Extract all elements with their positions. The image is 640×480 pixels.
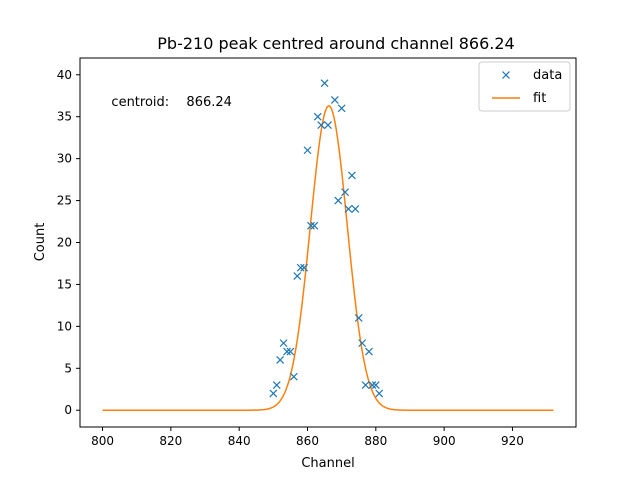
data-point-2	[276, 355, 285, 364]
legend-marker-data	[502, 71, 510, 79]
y-tick-label-30: 30	[57, 152, 72, 166]
chart-title: Pb-210 peak centred around channel 866.2…	[157, 34, 514, 53]
data-point-11	[306, 221, 315, 230]
centroid-value: 866.24	[186, 95, 232, 110]
data-point-4	[283, 347, 291, 356]
y-tick-label-10: 10	[57, 319, 72, 333]
data-point-19	[337, 104, 346, 113]
x-tick-label-840: 840	[228, 434, 251, 448]
data-point-9	[300, 263, 309, 272]
data-point-0	[269, 389, 278, 398]
centroid-annotation: centroid: 866.24	[111, 95, 232, 110]
data-point-6	[289, 372, 298, 381]
data-point-17	[330, 96, 339, 104]
data-points	[269, 79, 384, 398]
plot-area	[79, 57, 577, 428]
x-tick-label-860: 860	[296, 434, 319, 448]
y-tick-label-25: 25	[57, 194, 72, 208]
legend: data fit	[478, 61, 571, 112]
data-point-16	[324, 121, 332, 130]
legend-label-data: data	[533, 68, 562, 83]
data-point-22	[347, 171, 356, 180]
data-point-26	[361, 381, 370, 389]
data-point-18	[334, 196, 343, 205]
x-tick-label-820: 820	[159, 434, 182, 448]
data-point-10	[303, 146, 312, 155]
data-point-24	[354, 314, 363, 322]
data-point-5	[286, 347, 295, 356]
fit-line	[102, 104, 554, 411]
data-point-28	[368, 381, 377, 389]
centroid-label: centroid:	[111, 95, 169, 110]
fit-layer	[102, 104, 554, 411]
data-point-3	[279, 339, 288, 348]
data-point-12	[310, 221, 319, 230]
data-point-23	[351, 205, 360, 213]
y-tick-label-5: 5	[64, 361, 72, 375]
data-point-29	[371, 381, 380, 389]
data-point-21	[344, 205, 353, 213]
data-point-1	[272, 381, 281, 389]
legend-label-fit: fit	[533, 91, 546, 106]
plot-background	[80, 58, 576, 427]
y-tick-label-35: 35	[57, 110, 72, 124]
data-point-7	[293, 272, 302, 280]
data-point-15	[320, 79, 329, 88]
y-tick-label-15: 15	[57, 277, 72, 291]
data-point-13	[313, 112, 322, 121]
x-tick-label-900: 900	[433, 434, 456, 448]
data-point-8	[296, 263, 305, 272]
x-tick-label-800: 800	[91, 434, 114, 448]
x-tick-label-880: 880	[364, 434, 387, 448]
data-point-14	[317, 121, 326, 130]
x-axis: 800 820 840 860 880 900 920	[91, 427, 524, 448]
y-axis-label: Count	[33, 223, 48, 262]
data-point-30	[375, 389, 384, 398]
data-point-20	[341, 188, 350, 197]
x-axis-label: Channel	[301, 456, 354, 471]
data-point-25	[358, 339, 367, 348]
y-tick-label-20: 20	[57, 236, 72, 250]
y-axis: 0 5 10 15 20 25 30 35 40	[57, 68, 80, 417]
x-tick-label-920: 920	[501, 434, 524, 448]
y-tick-label-40: 40	[57, 68, 72, 82]
data-point-27	[365, 347, 373, 356]
y-tick-label-0: 0	[64, 403, 72, 417]
